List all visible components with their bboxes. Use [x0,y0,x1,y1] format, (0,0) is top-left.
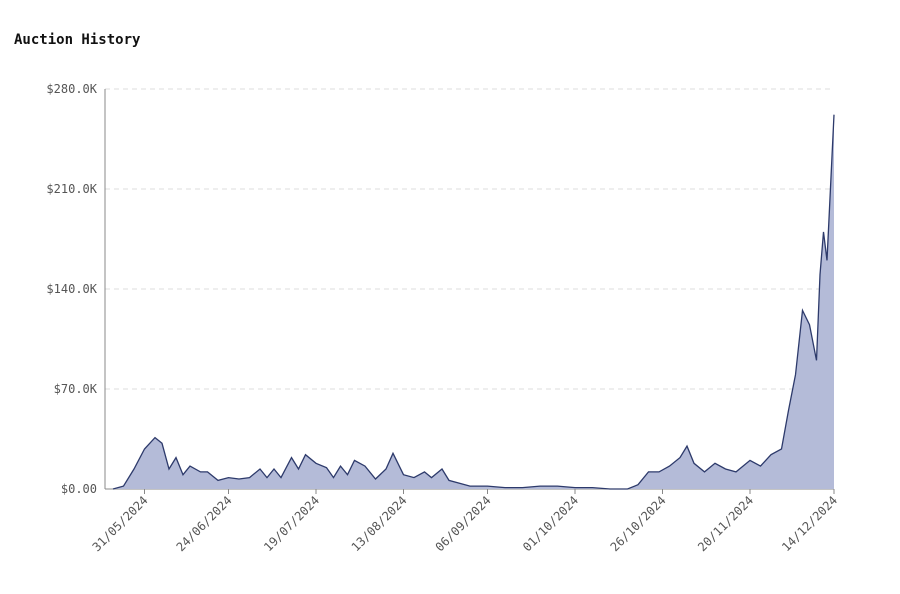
y-tick-label: $210.0K [46,182,97,196]
x-tick-label: 01/10/2024 [520,493,581,554]
y-tick-label: $280.0K [46,82,97,96]
y-tick-label: $70.0K [54,382,98,396]
x-tick-label: 14/12/2024 [779,493,840,554]
x-tick-label: 24/06/2024 [174,493,235,554]
y-tick-label: $0.00 [61,482,97,496]
area-fill [113,114,834,489]
chart-title: Auction History [14,32,141,48]
x-tick-label: 19/07/2024 [261,493,322,554]
x-tick-label: 20/11/2024 [695,493,756,554]
x-tick-label: 13/08/2024 [349,493,410,554]
x-tick-label: 06/09/2024 [433,493,494,554]
y-tick-label: $140.0K [46,282,97,296]
x-tick-label: 26/10/2024 [608,493,669,554]
area-line [112,114,835,490]
x-tick-label: 31/05/2024 [90,493,151,554]
